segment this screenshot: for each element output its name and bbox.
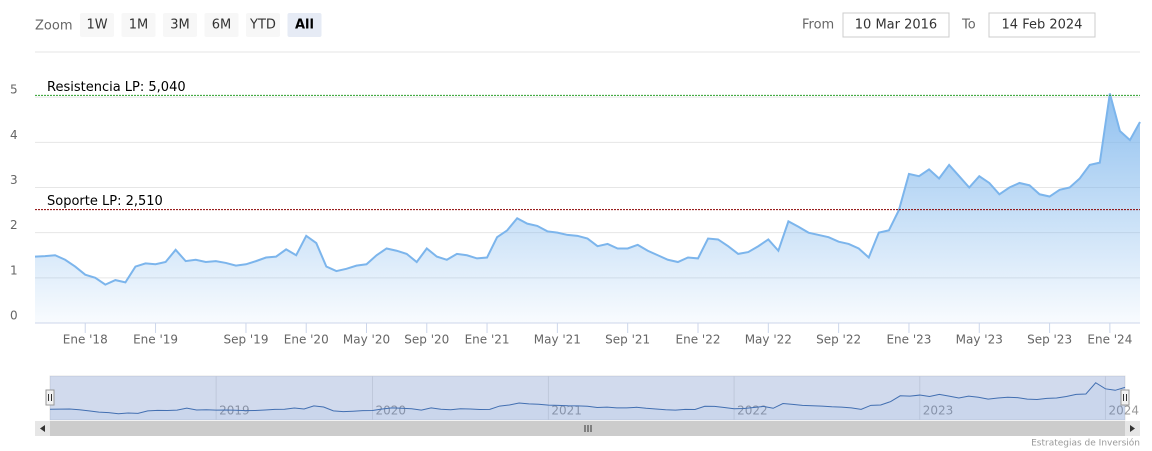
- zoom-button[interactable]: [163, 13, 197, 37]
- handle-grip: [1123, 394, 1127, 401]
- navigator-frame: [49, 375, 1126, 421]
- zoom-button-label[interactable]: 1M: [129, 18, 149, 33]
- area-fill: [35, 93, 1140, 323]
- x-tick-label: Ene '24: [1087, 333, 1132, 347]
- x-tick-label: Ene '19: [133, 333, 178, 347]
- zoom-label: Zoom: [35, 19, 72, 34]
- scroll-grip: [584, 425, 592, 432]
- plot-line-label: Resistencia LP: 5,040: [47, 80, 186, 95]
- y-tick-label: 3: [10, 173, 18, 187]
- navigator-label: 2023: [923, 404, 954, 418]
- navigator-line: [49, 382, 1126, 415]
- credits: Estrategias de Inversión: [1031, 438, 1140, 449]
- x-tick-label: Sep '20: [404, 333, 449, 347]
- zoom-button[interactable]: [246, 13, 280, 37]
- from-input[interactable]: [842, 12, 950, 38]
- x-tick-label: Ene '22: [676, 333, 721, 347]
- navigator-mask: [50, 376, 1125, 420]
- zoom-button[interactable]: [80, 13, 114, 37]
- zoom-button-label[interactable]: 3M: [170, 18, 190, 33]
- x-tick-label: May '20: [343, 333, 390, 347]
- x-tick-label: May '23: [956, 333, 1003, 347]
- to-input[interactable]: [988, 12, 1096, 38]
- zoom-button-label[interactable]: All: [295, 18, 314, 33]
- zoom-button[interactable]: [287, 13, 322, 37]
- from-label: From: [802, 18, 834, 33]
- y-tick-label: 2: [10, 218, 18, 232]
- zoom-button-label[interactable]: YTD: [249, 18, 276, 33]
- navigator-area: [50, 382, 1125, 420]
- arrow-right: [1130, 425, 1135, 432]
- x-tick-label: Sep '19: [223, 333, 268, 347]
- y-tick-label: 1: [10, 263, 18, 277]
- scrollbar[interactable]: [35, 421, 1140, 436]
- x-tick-label: Ene '23: [886, 333, 931, 347]
- navigator-handle[interactable]: [45, 389, 55, 406]
- x-tick-label: Sep '23: [1027, 333, 1072, 347]
- plot-line-label: Soporte LP: 2,510: [47, 194, 163, 209]
- x-tick-label: Sep '21: [605, 333, 650, 347]
- price-line: [34, 93, 1141, 286]
- navigator-label: 2020: [376, 404, 407, 418]
- x-tick-label: May '22: [745, 333, 792, 347]
- x-tick-label: Ene '21: [465, 333, 510, 347]
- from-value[interactable]: 10 Mar 2016: [855, 18, 937, 33]
- x-tick-label: Ene '18: [63, 333, 108, 347]
- zoom-button-label[interactable]: 6M: [212, 18, 232, 33]
- arrow-left: [40, 425, 45, 432]
- y-tick-label: 5: [10, 83, 18, 97]
- zoom-button[interactable]: [121, 13, 156, 37]
- navigator-handle[interactable]: [1120, 389, 1130, 406]
- navigator-label: 2024: [1108, 404, 1139, 418]
- zoom-button-label[interactable]: 1W: [86, 18, 107, 33]
- x-tick-label: Sep '22: [816, 333, 861, 347]
- y-tick-label: 0: [10, 309, 18, 323]
- x-tick-label: May '21: [534, 333, 581, 347]
- zoom-button[interactable]: [204, 13, 239, 37]
- plot-area: 0 1 2 3 4 5 Ene '18 Ene '19 Sep '19 Ene '20 May '2…: [10, 80, 1141, 347]
- navigator: 201920202021202220232024: [45, 375, 1139, 421]
- to-value[interactable]: 14 Feb 2024: [1002, 18, 1083, 33]
- handle-grip: [48, 394, 52, 401]
- y-tick-label: 4: [10, 128, 18, 142]
- to-label: To: [961, 18, 976, 33]
- x-tick-label: Ene '20: [284, 333, 329, 347]
- navigator-label: 2021: [551, 404, 582, 418]
